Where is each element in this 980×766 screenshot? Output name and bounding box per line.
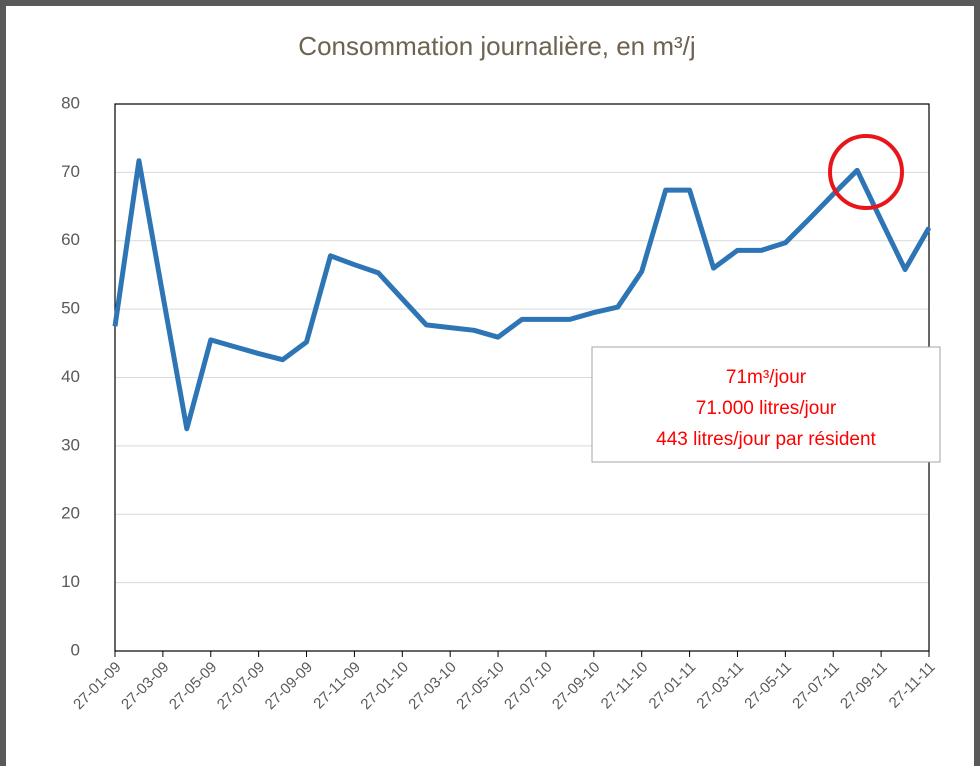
y-tick-label: 80 [61, 93, 80, 112]
y-tick-label: 0 [71, 640, 80, 659]
y-tick-label: 50 [61, 299, 80, 318]
y-tick-label: 10 [61, 572, 80, 591]
annotation: 71.000 litres/jour [696, 398, 837, 419]
y-tick-label: 40 [61, 367, 80, 386]
annotation-box [591, 346, 941, 463]
y-tick-label: 60 [61, 230, 80, 249]
highlight-circle [828, 134, 904, 210]
annotation: 443 litres/jour par résident [656, 429, 876, 450]
annotation: 71m³/jour [726, 367, 807, 388]
y-tick-label: 20 [61, 504, 80, 523]
y-tick-label: 30 [61, 435, 80, 454]
y-tick-label: 70 [61, 162, 80, 181]
data-line [112, 158, 932, 432]
chart-title: Consommation journalière, en m³/j [298, 31, 695, 61]
